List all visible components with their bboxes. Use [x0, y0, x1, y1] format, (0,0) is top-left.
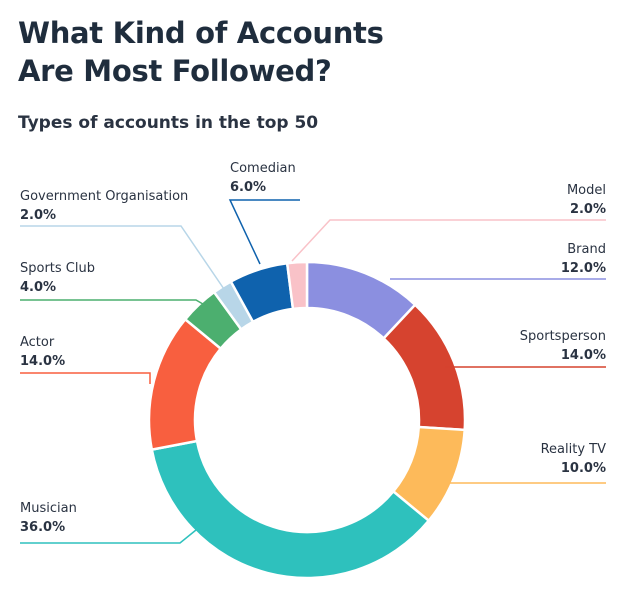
slice-model: [285, 260, 309, 311]
value-model: 2.0%: [570, 202, 606, 217]
label-government-organisation: Government Organisation: [20, 189, 188, 204]
value-musician: 36.0%: [20, 520, 65, 535]
label-reality-tv: Reality TV: [541, 442, 607, 457]
value-sports-club: 4.0%: [20, 280, 56, 295]
value-brand: 12.0%: [561, 261, 606, 276]
leader-sports-club: [20, 299, 209, 308]
value-actor: 14.0%: [20, 354, 65, 369]
label-actor: Actor: [20, 335, 55, 350]
chart-subtitle: Types of accounts in the top 50: [18, 113, 319, 133]
leader-actor: [20, 372, 151, 384]
leader-government-organisation: [20, 225, 227, 293]
label-sports-club: Sports Club: [20, 261, 95, 276]
label-sportsperson: Sportsperson: [520, 329, 606, 344]
label-comedian: Comedian: [230, 161, 296, 176]
value-comedian: 6.0%: [230, 180, 266, 195]
value-government-organisation: 2.0%: [20, 208, 56, 223]
chart-title: What Kind of Accounts Are Most Followed?: [18, 16, 384, 88]
label-model: Model: [567, 183, 606, 198]
leader-model: [291, 219, 606, 262]
donut-slices: [147, 260, 467, 580]
label-musician: Musician: [20, 501, 77, 516]
label-brand: Brand: [567, 242, 606, 257]
leader-musician: [20, 529, 197, 544]
leader-comedian: [228, 199, 300, 265]
leader-lines: [20, 199, 606, 544]
slice-musician: [150, 439, 431, 580]
value-reality-tv: 10.0%: [561, 461, 606, 476]
slice-labels: Brand 12.0% Sportsperson 14.0% Reality TV 10.…: [20, 161, 606, 535]
value-sportsperson: 14.0%: [561, 348, 606, 363]
